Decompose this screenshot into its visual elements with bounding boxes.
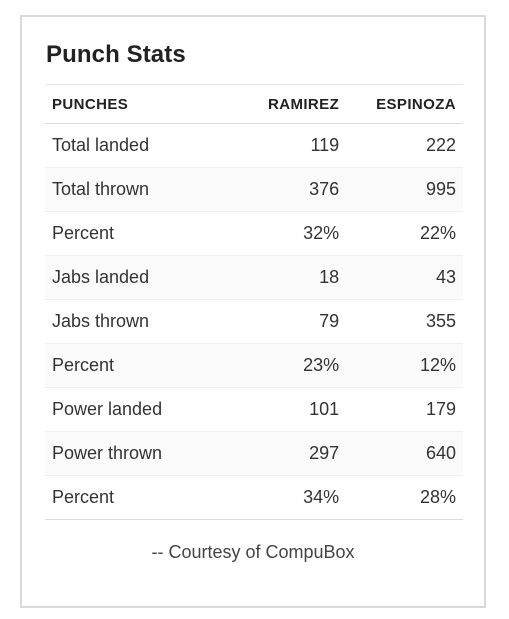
row-label: Percent xyxy=(45,211,231,256)
espinoza-value: 22% xyxy=(346,211,463,256)
espinoza-value: 43 xyxy=(346,255,463,300)
row-label: Jabs thrown xyxy=(45,299,231,344)
ramirez-value: 79 xyxy=(230,299,347,344)
ramirez-value: 34% xyxy=(230,475,347,520)
row-label: Total landed xyxy=(45,123,231,168)
header-row: PUNCHES RAMIREZ ESPINOZA xyxy=(45,84,463,124)
table-row: Jabs thrown 79 355 xyxy=(45,299,463,344)
table-row: Percent 34% 28% xyxy=(45,475,463,520)
row-label: Total thrown xyxy=(45,167,231,212)
row-label: Percent xyxy=(45,475,231,520)
header-ramirez: RAMIREZ xyxy=(230,84,347,124)
header-espinoza: ESPINOZA xyxy=(346,84,463,124)
table-row: Power thrown 297 640 xyxy=(45,431,463,476)
table-row: Total thrown 376 995 xyxy=(45,167,463,212)
table-row: Percent 23% 12% xyxy=(45,343,463,388)
ramirez-value: 18 xyxy=(230,255,347,300)
row-label: Jabs landed xyxy=(45,255,231,300)
punch-stats-card: Punch Stats PUNCHES RAMIREZ ESPINOZA Tot… xyxy=(20,15,486,608)
punch-stats-table: PUNCHES RAMIREZ ESPINOZA Total landed 11… xyxy=(45,84,463,520)
table-header: PUNCHES RAMIREZ ESPINOZA xyxy=(45,84,463,124)
table-row: Jabs landed 18 43 xyxy=(45,255,463,300)
card-title: Punch Stats xyxy=(46,41,186,68)
espinoza-value: 640 xyxy=(346,431,463,476)
espinoza-value: 355 xyxy=(346,299,463,344)
header-punches: PUNCHES xyxy=(45,84,231,124)
table-row: Percent 32% 22% xyxy=(45,211,463,256)
row-label: Percent xyxy=(45,343,231,388)
ramirez-value: 23% xyxy=(230,343,347,388)
ramirez-value: 119 xyxy=(230,123,347,168)
espinoza-value: 222 xyxy=(346,123,463,168)
row-label: Power thrown xyxy=(45,431,231,476)
espinoza-value: 995 xyxy=(346,167,463,212)
table-row: Total landed 119 222 xyxy=(45,123,463,168)
espinoza-value: 28% xyxy=(346,475,463,520)
table-row: Power landed 101 179 xyxy=(45,387,463,432)
ramirez-value: 376 xyxy=(230,167,347,212)
ramirez-value: 297 xyxy=(230,431,347,476)
ramirez-value: 101 xyxy=(230,387,347,432)
source-credit: -- Courtesy of CompuBox xyxy=(151,542,355,562)
row-label: Power landed xyxy=(45,387,231,432)
espinoza-value: 179 xyxy=(346,387,463,432)
ramirez-value: 32% xyxy=(230,211,347,256)
espinoza-value: 12% xyxy=(346,343,463,388)
table-body: Total landed 119 222 Total thrown 376 99… xyxy=(45,123,463,520)
